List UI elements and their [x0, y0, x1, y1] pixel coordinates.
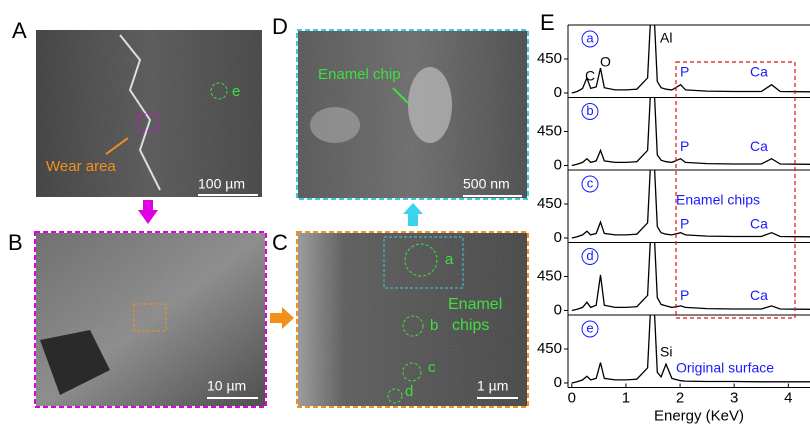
panel-e: 0 450 a CO Al P Ca 0 450 b P Ca 0 450 c Enamel chips P Ca…: [537, 0, 810, 424]
panel-label: B: [8, 230, 23, 255]
peak-annotation: Ca: [750, 138, 768, 154]
y-tick-label: 450: [537, 195, 562, 212]
spectrum-line: [572, 125, 810, 238]
y-tick-label: 450: [537, 122, 562, 139]
panel-c: C a b c d Enamel chips 1 µm: [272, 230, 528, 407]
annotation: c: [428, 359, 436, 376]
peak-annotation: P: [680, 64, 689, 80]
highlight-box: [676, 62, 795, 318]
spectrum-line: [572, 0, 810, 93]
panel-a: A Wear area e 100 µm: [12, 18, 262, 197]
panel-d: D Enamel chip 500 nm: [272, 14, 528, 199]
y-tick-label: 0: [554, 374, 562, 391]
panel-label: E: [540, 10, 555, 35]
spectrum-label: c: [587, 175, 594, 190]
spectrum-label: e: [586, 320, 593, 335]
x-axis-label: Energy (KeV): [654, 407, 744, 424]
arrow: [403, 203, 423, 226]
peak-annotation: Al: [660, 30, 672, 46]
panel-label: D: [272, 14, 288, 39]
spectrum-label: b: [586, 103, 593, 118]
y-tick-label: 450: [537, 50, 562, 67]
panel-label: A: [12, 18, 27, 43]
peak-annotation: P: [680, 138, 689, 154]
peak-annotation: Enamel chips: [676, 192, 760, 208]
panel-label: C: [272, 230, 288, 255]
x-tick-label: 3: [730, 389, 738, 406]
peak-annotation: Ca: [750, 216, 768, 232]
annotation: Enamel: [448, 296, 502, 313]
peak-annotation: P: [680, 216, 689, 232]
scale-bar-label: 1 µm: [477, 378, 508, 394]
peak-annotation: Ca: [750, 287, 768, 303]
figure: A Wear area e 100 µm B 10 µm C a b c d E…: [0, 0, 810, 435]
scale-bar-label: 10 µm: [207, 378, 246, 394]
peak-annotation: Si: [660, 344, 672, 360]
panel-b: B 10 µm: [8, 230, 266, 407]
scale-bar-label: 500 nm: [463, 176, 510, 192]
annotation: Wear area: [46, 158, 116, 175]
annotation: d: [405, 383, 413, 400]
arrow: [138, 200, 158, 224]
peak-annotation: Ca: [750, 64, 768, 80]
peak-annotation: P: [680, 287, 689, 303]
x-tick-label: 0: [568, 389, 576, 406]
y-tick-label: 0: [554, 84, 562, 101]
spectrum-label: d: [586, 248, 593, 263]
annotation: a: [445, 251, 454, 268]
peak-annotation: Original surface: [676, 360, 774, 376]
y-tick-label: 0: [554, 156, 562, 173]
y-tick-label: 0: [554, 301, 562, 318]
peak-annotation: C: [585, 68, 595, 84]
y-tick-label: 0: [554, 229, 562, 246]
y-tick-label: 450: [537, 340, 562, 357]
x-tick-label: 1: [622, 389, 630, 406]
arrow: [270, 307, 294, 329]
y-tick-label: 450: [537, 267, 562, 284]
annotation: chips: [452, 317, 489, 334]
x-tick-label: 4: [784, 389, 792, 406]
annotation: Enamel chip: [318, 66, 401, 83]
peak-annotation: O: [600, 54, 611, 70]
feature: [408, 67, 452, 143]
spectrum-label: a: [586, 30, 594, 45]
x-tick-label: 2: [676, 389, 684, 406]
annotation: e: [232, 83, 240, 100]
feature: [310, 107, 360, 143]
scale-bar-label: 100 µm: [198, 176, 245, 192]
spectrum-line: [572, 197, 810, 310]
annotation: b: [430, 317, 438, 334]
